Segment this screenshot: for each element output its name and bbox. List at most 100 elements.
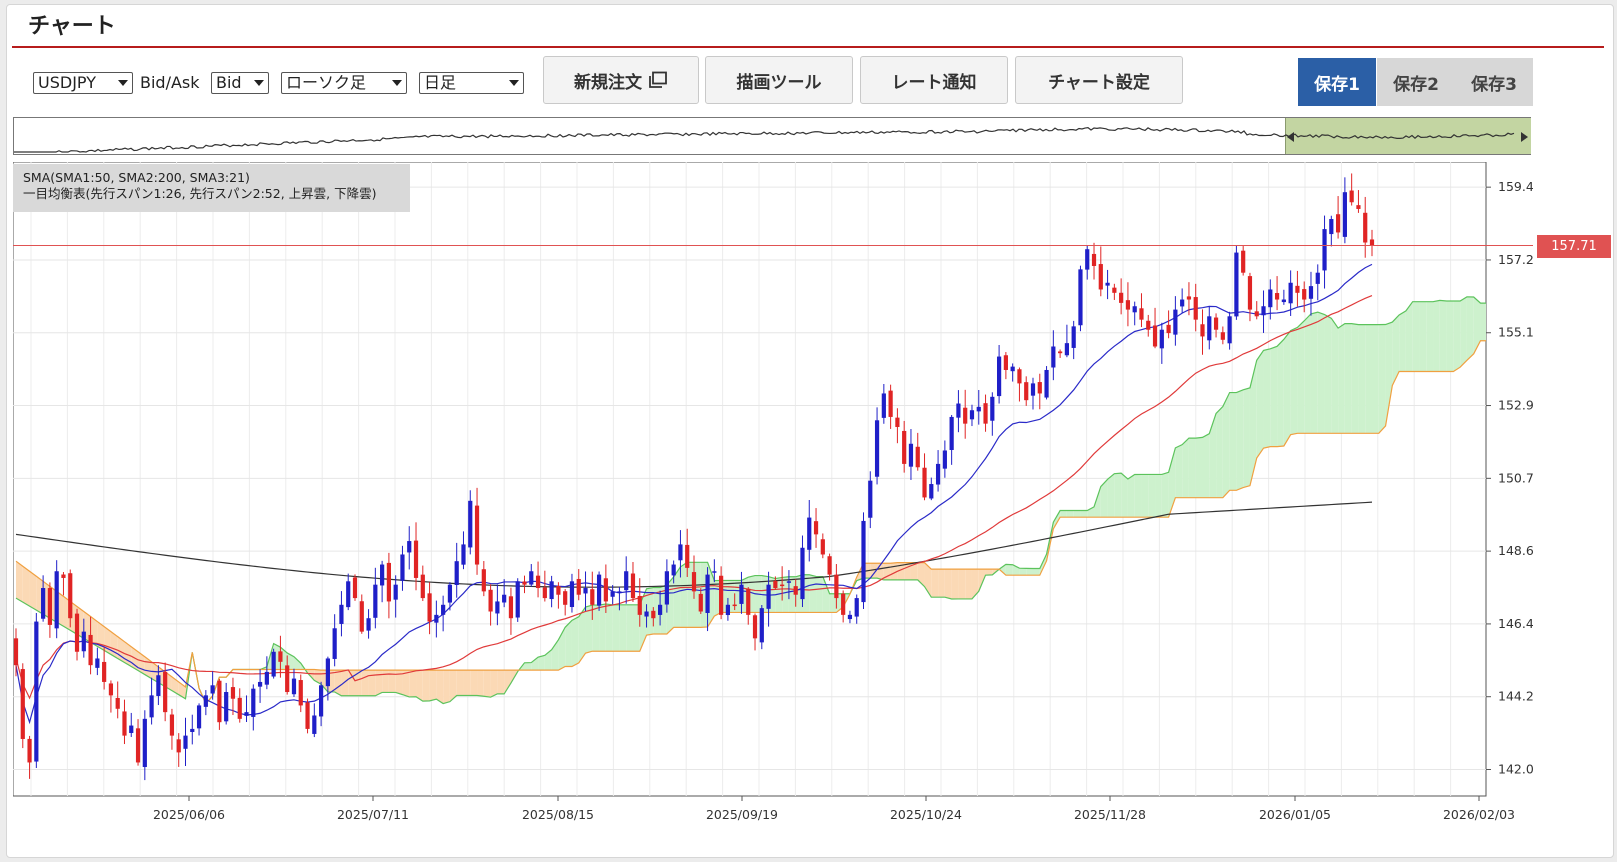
candle-body [61, 574, 66, 578]
new-order-button[interactable]: 新規注文 [543, 56, 699, 104]
sma-legend: SMA(SMA1:50, SMA2:200, SMA3:21) [23, 170, 250, 185]
rising-cloud [612, 604, 620, 652]
candle-body [1369, 239, 1375, 246]
candle-body [1017, 369, 1022, 384]
falling-cloud [16, 561, 23, 603]
candle-body [332, 628, 337, 659]
chart-type-select[interactable]: ローソク足 [281, 72, 407, 94]
candle-body [427, 593, 432, 622]
save-2-tab[interactable]: 保存2 [1377, 58, 1455, 106]
candle-body [1207, 316, 1212, 341]
candle-body [142, 718, 147, 768]
rising-cloud [1446, 300, 1454, 372]
candle-body [1193, 297, 1198, 320]
y-tick-label: 144.26 [1498, 689, 1533, 704]
save-1-tab[interactable]: 保存1 [1298, 58, 1376, 106]
candle-body [617, 591, 622, 594]
rising-cloud [1134, 474, 1142, 518]
candle-body [1098, 264, 1103, 290]
x-tick-label: 2025/10/24 [890, 807, 962, 822]
rising-cloud [1338, 323, 1345, 434]
candle-body [841, 593, 846, 615]
x-tick-label: 2025/06/06 [153, 807, 225, 822]
chevron-down-icon [118, 80, 128, 86]
candle-body [1030, 383, 1036, 396]
rising-cloud [1419, 301, 1427, 372]
rising-cloud [544, 649, 552, 671]
candle-body [47, 588, 53, 625]
candle-body [400, 554, 405, 581]
bidask-select[interactable]: Bid [211, 72, 269, 94]
candle-body [678, 544, 683, 561]
candle-body [1322, 229, 1327, 271]
falling-cloud [422, 670, 430, 702]
candle-body [1146, 320, 1151, 330]
scroll-right-icon[interactable] [1521, 132, 1529, 142]
falling-cloud [463, 670, 471, 696]
candle-body [352, 577, 358, 599]
candle-body [413, 540, 419, 578]
chevron-down-icon [392, 80, 402, 86]
candlestick-chart[interactable]: 159.45 157.28 155.11 152.94 150.77 148.60 146.… [13, 162, 1533, 822]
candle-body [976, 406, 981, 412]
candle-body [481, 569, 486, 592]
y-tick-label: 157.28 [1498, 252, 1533, 267]
current-price-tag: 157.71 [1537, 234, 1611, 258]
bidask-label: Bid/Ask [140, 73, 200, 92]
rising-cloud [632, 604, 640, 652]
falling-cloud [965, 569, 972, 599]
candle-body [1247, 276, 1253, 310]
candle-body [163, 671, 168, 713]
chevron-down-icon [254, 80, 264, 86]
rising-cloud [1290, 327, 1298, 435]
scroll-left-icon[interactable] [1287, 132, 1295, 142]
rising-cloud [1412, 301, 1420, 372]
drawing-tools-button[interactable]: 描画ツール [705, 56, 853, 104]
rising-cloud [1188, 438, 1196, 498]
falling-cloud [361, 670, 369, 696]
candle-body [325, 658, 330, 687]
rising-cloud [1033, 568, 1040, 576]
rising-cloud [1365, 324, 1372, 434]
page-title: チャート [28, 14, 116, 39]
candle-body [1085, 249, 1090, 270]
rising-cloud [809, 574, 817, 613]
candle-body [1166, 324, 1171, 334]
candle-body [1349, 190, 1354, 203]
candle-body [251, 688, 256, 717]
falling-cloud [971, 569, 979, 599]
rate-alert-button[interactable]: レート通知 [860, 56, 1008, 104]
period-select[interactable]: 日足 [419, 72, 524, 94]
candle-body [1071, 326, 1076, 348]
candle-body [1078, 269, 1083, 326]
save-3-tab[interactable]: 保存3 [1455, 58, 1533, 106]
rising-cloud [1005, 564, 1013, 576]
falling-cloud [938, 569, 945, 598]
rising-cloud [999, 564, 1006, 576]
candle-body [420, 574, 425, 599]
range-navigator[interactable] [13, 117, 1531, 155]
candle-body [535, 575, 541, 589]
y-tick-label: 148.60 [1498, 543, 1533, 558]
title-divider [12, 46, 1604, 48]
falling-cloud [97, 621, 105, 651]
falling-cloud [368, 670, 376, 696]
candle-body [27, 738, 32, 763]
candle-body [1329, 219, 1334, 235]
candle-body [434, 614, 439, 623]
rising-cloud [1039, 554, 1047, 576]
chart-type-value: ローソク足 [286, 73, 367, 92]
range-selection-handle[interactable] [1285, 118, 1531, 154]
rising-cloud [1249, 360, 1257, 486]
symbol-select[interactable]: USDJPY [33, 72, 133, 94]
x-tick-label: 2025/09/19 [706, 807, 778, 822]
candle-body [318, 685, 324, 717]
candle-body [1037, 382, 1042, 394]
candle-body [996, 356, 1002, 397]
candle-body [74, 613, 80, 652]
candle-body [569, 581, 575, 608]
falling-cloud [334, 670, 342, 696]
candle-body [786, 581, 792, 583]
chart-settings-button[interactable]: チャート設定 [1015, 56, 1183, 104]
falling-cloud [429, 670, 437, 701]
